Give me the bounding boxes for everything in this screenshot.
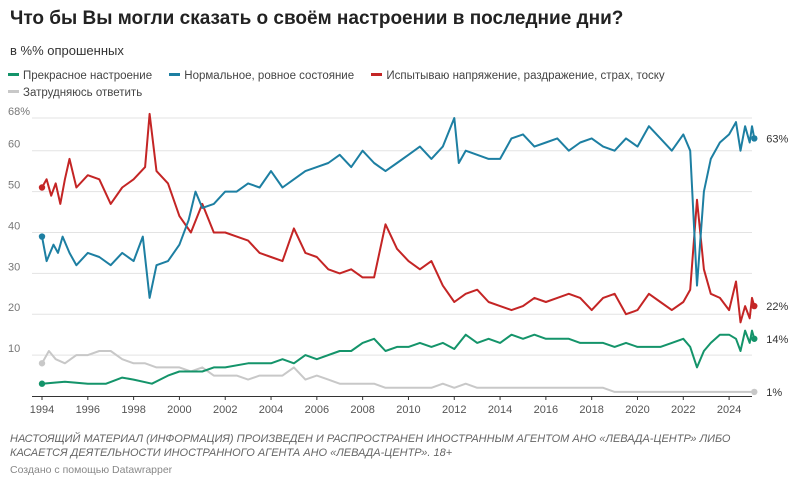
y-tick-label: 50 [8, 180, 20, 192]
series-end-dot [751, 388, 758, 396]
x-tick-label: 2006 [305, 404, 329, 416]
chart-title: Что бы Вы могли сказать о своём настроен… [10, 8, 624, 29]
y-tick-label: 30 [8, 261, 20, 273]
y-tick-label: 60 [8, 139, 20, 151]
x-tick-label: 2010 [396, 404, 420, 416]
series-end-dot [751, 335, 758, 342]
series-end-label: 14% [766, 334, 788, 346]
line-chart: 1% 14% 22% 63% 10 20 30 40 50 60 68% 1994 1996 1998 2… [8, 106, 789, 416]
series-end-label: 63% [766, 133, 788, 145]
axis-labels: 10 20 30 40 50 60 68% 1994 1996 1998 2000 2002 2004 2… [8, 106, 741, 416]
x-tick-label: 2008 [350, 404, 374, 416]
legend-item-excellent: Прекрасное настроение [8, 68, 152, 85]
x-tick-label: 2018 [579, 404, 603, 416]
chart-subtitle: в %% опрошенных [10, 43, 124, 58]
legend-swatch [8, 73, 19, 77]
legend-label: Затрудняюсь ответить [23, 87, 143, 99]
legend-item-tension: Испытываю напряжение, раздражение, страх… [371, 68, 665, 85]
y-tick-label: 10 [8, 343, 20, 355]
y-tick-label: 68% [8, 106, 30, 118]
series-start-dot [38, 233, 46, 240]
series-line [41, 112, 756, 324]
x-tick-label: 1994 [30, 404, 54, 416]
series-end-dot [751, 135, 758, 142]
y-tick-label: 40 [8, 220, 20, 232]
x-tick-label: 2014 [488, 404, 512, 416]
x-tick-label: 2022 [671, 404, 695, 416]
series-line [41, 350, 755, 393]
legend-swatch [169, 73, 181, 77]
x-tick-label: 2016 [534, 404, 558, 416]
series-end-label: 22% [766, 301, 788, 313]
credit-text: Создано с помощью Datawrapper [10, 464, 173, 476]
legend-swatch [8, 90, 19, 94]
y-tick-label: 20 [8, 302, 20, 314]
legend: Прекрасное настроение Нормальное, ровное… [8, 68, 778, 102]
series-end-label: 1% [766, 387, 782, 399]
legend-label: Испытываю напряжение, раздражение, страх… [386, 70, 665, 82]
series-start-dot [38, 184, 46, 191]
series-start-dot [38, 380, 46, 387]
legend-item-normal: Нормальное, ровное состояние [169, 68, 354, 85]
gridlines [32, 117, 752, 397]
x-tick-label: 1996 [76, 404, 100, 416]
series-line [41, 117, 756, 299]
series-lines: 1% 14% 22% 63% [38, 112, 789, 399]
legend-label: Прекрасное настроение [23, 70, 153, 82]
x-tick-label: 2020 [625, 404, 649, 416]
legend-swatch [371, 73, 383, 77]
disclaimer-text: НАСТОЯЩИЙ МАТЕРИАЛ (ИНФОРМАЦИЯ) ПРОИЗВЕД… [10, 433, 731, 459]
series-end-dot [751, 302, 758, 310]
legend-label: Нормальное, ровное состояние [184, 70, 355, 82]
series-line [41, 329, 756, 385]
legend-item-hard-to-say: Затрудняюсь ответить [8, 85, 142, 102]
x-tick-label: 2024 [717, 404, 741, 416]
x-tick-label: 2012 [442, 404, 466, 416]
x-tick-label: 2000 [167, 404, 191, 416]
x-tick-label: 2002 [213, 404, 237, 416]
x-tick-label: 2004 [259, 404, 283, 416]
x-tick-label: 1998 [121, 404, 145, 416]
series-start-dot [38, 360, 46, 367]
